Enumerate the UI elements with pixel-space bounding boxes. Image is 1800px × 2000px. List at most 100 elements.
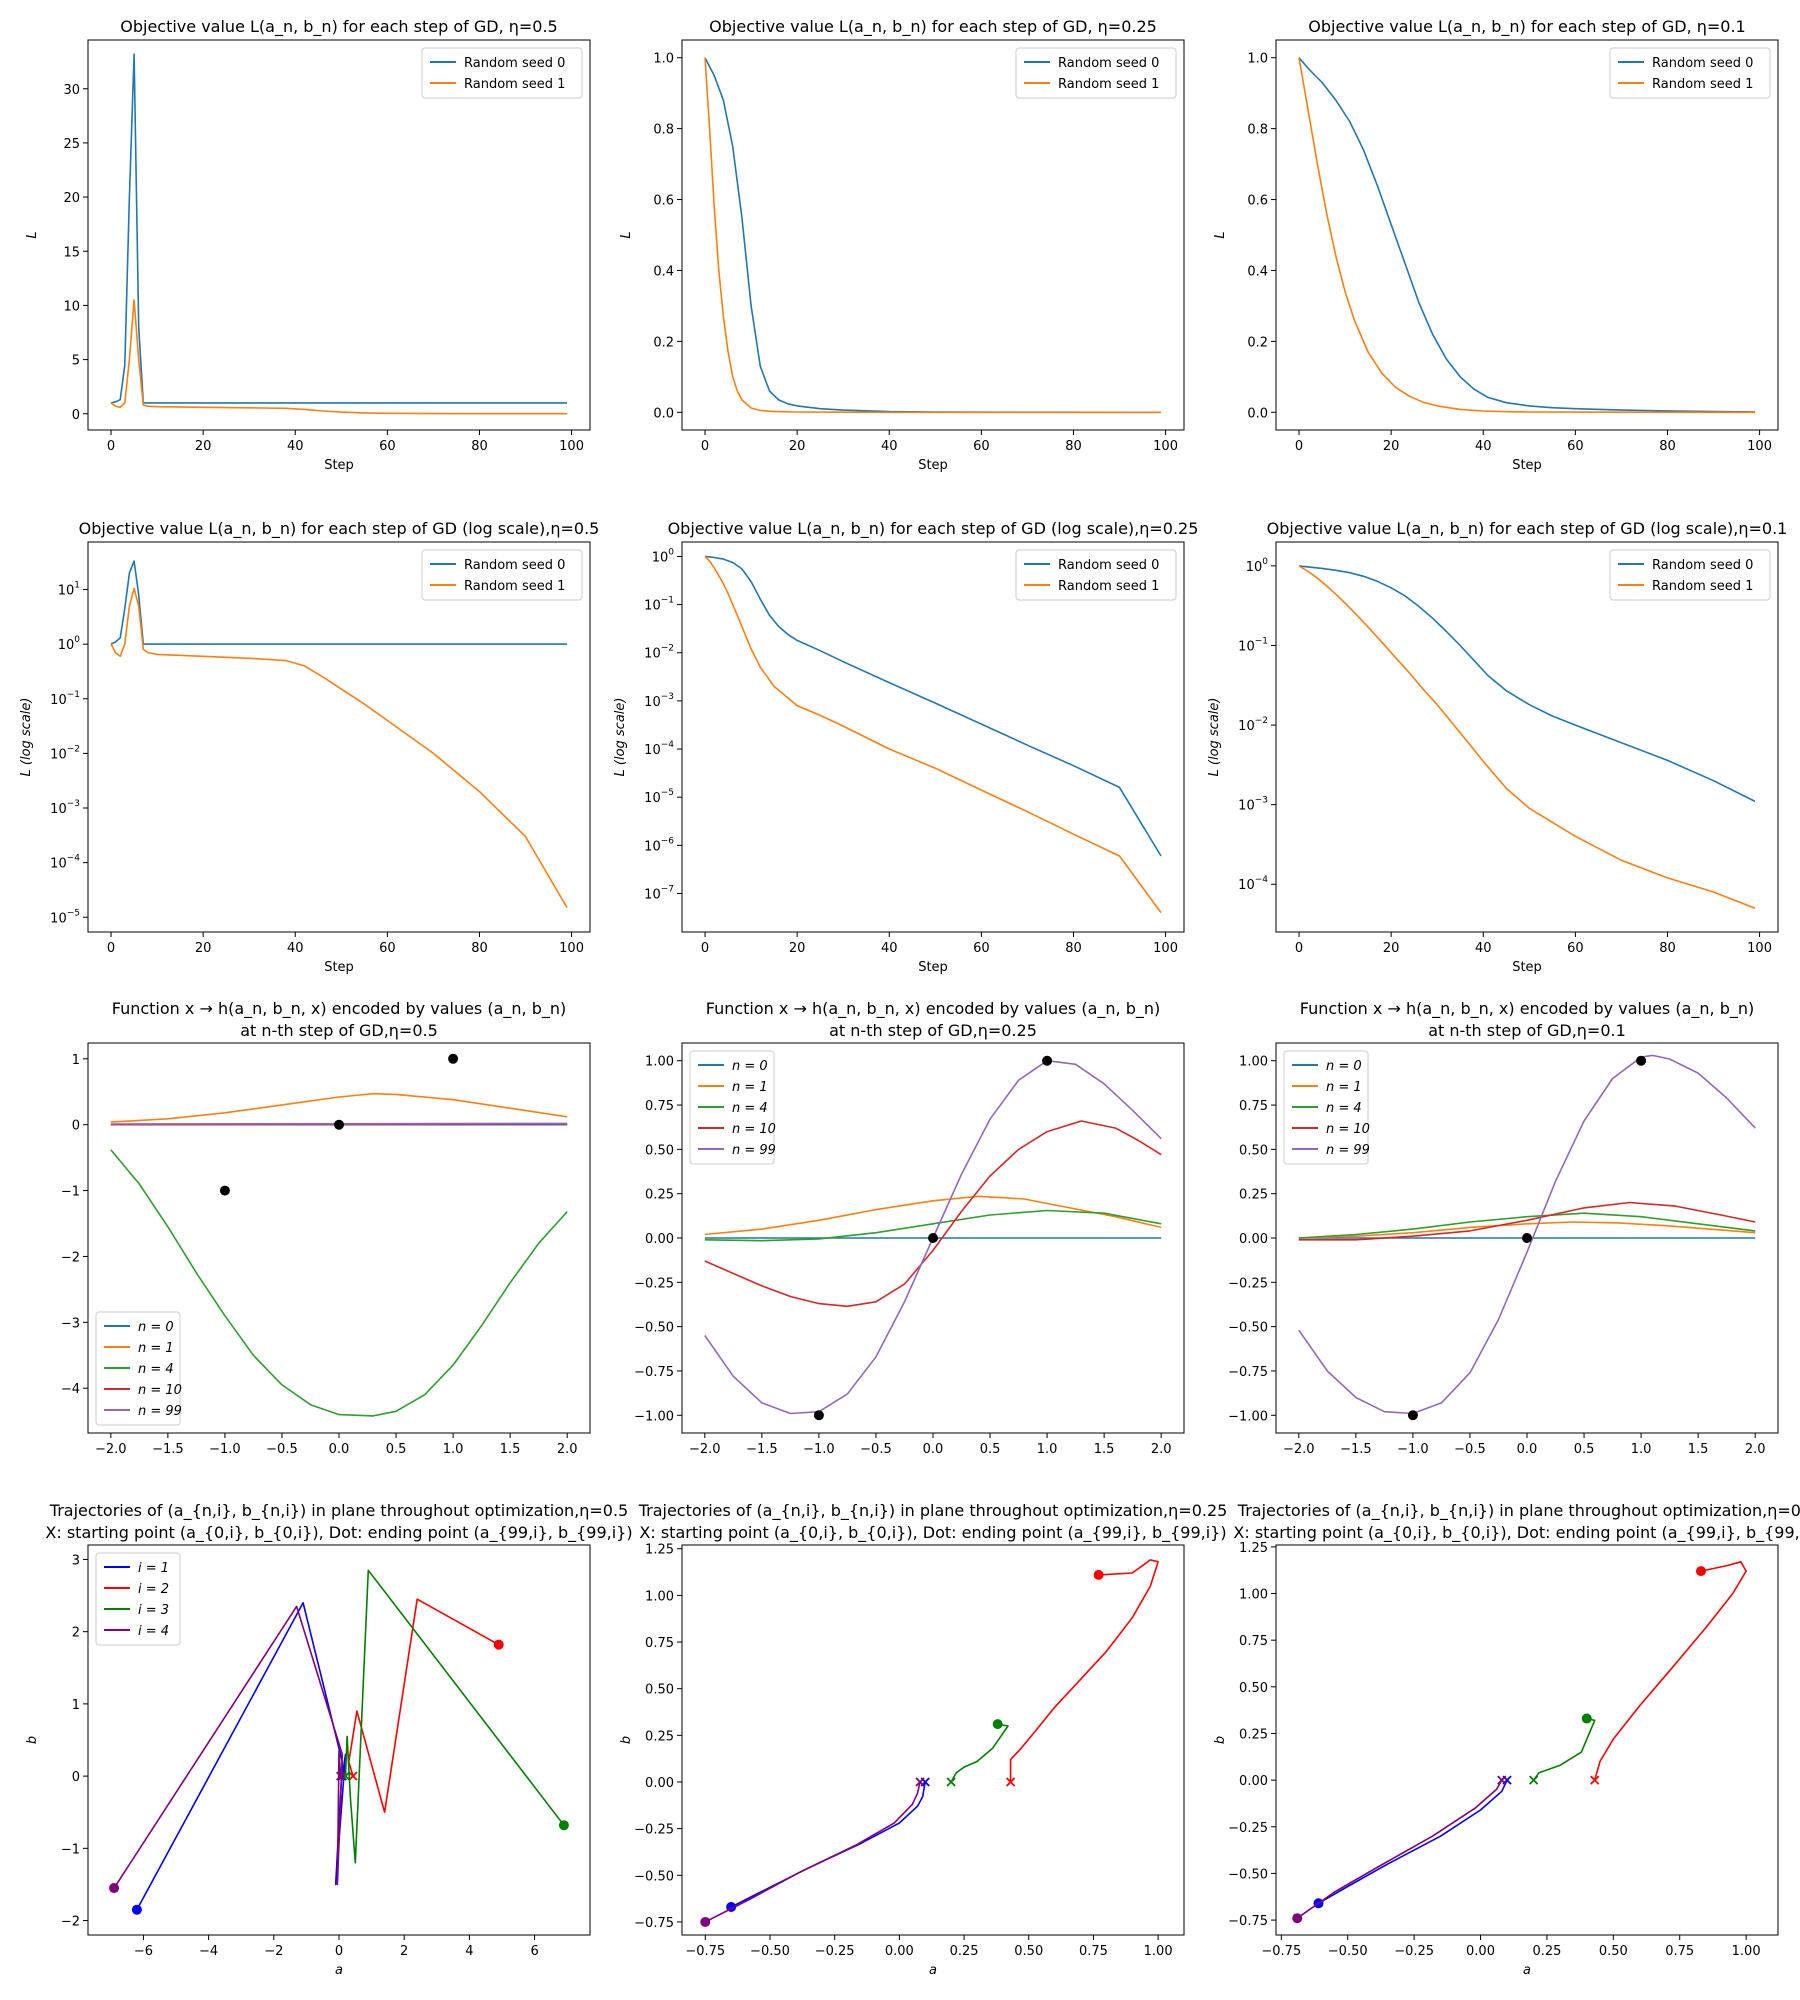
y-tick-label: −4	[61, 1382, 80, 1397]
x-tick-label: 20	[1383, 941, 1400, 956]
x-tick-label: 2.0	[1745, 1442, 1766, 1457]
x-tick-label: 100	[1153, 941, 1178, 956]
y-tick-label: 0.8	[653, 123, 674, 138]
legend-box	[1283, 1050, 1369, 1165]
chart-title: Function x → h(a_n, b_n, x) encoded by v…	[112, 999, 567, 1019]
y-tick-label: 5	[72, 354, 80, 369]
y-tick-label: 10−2	[644, 644, 674, 662]
legend-label: Random seed 0	[1652, 558, 1753, 573]
y-tick-label: 0.75	[1239, 1099, 1268, 1114]
x-tick-label: −0.5	[266, 1442, 298, 1457]
chart-title: Objective value L(a_n, b_n) for each ste…	[1267, 519, 1788, 539]
axes-frame	[87, 39, 591, 431]
chart-panel-5: Objective value L(a_n, b_n) for each ste…	[613, 519, 1198, 975]
chart-panel-1: Objective value L(a_n, b_n) for each ste…	[25, 17, 591, 473]
y-tick-label: 3	[72, 1553, 80, 1568]
x-tick-label: 1.00	[1144, 1944, 1173, 1959]
chart-panel-10: Trajectories of (a_{n,i}, b_{n,i}) in pl…	[25, 1501, 633, 1978]
x-tick-label: 40	[881, 439, 898, 454]
chart-subtitle: at n-th step of GD,η=0.25	[829, 1021, 1037, 1040]
legend: Random seed 0 Random seed 1	[1609, 549, 1771, 601]
x-tick-label: 60	[973, 439, 990, 454]
y-tick-label: 1.00	[1239, 1055, 1268, 1070]
legend-label: i = 3	[138, 1603, 169, 1618]
y-axis-label: b	[619, 1736, 634, 1744]
legend-box	[95, 1311, 181, 1426]
y-tick-label: 10−1	[50, 690, 80, 708]
y-tick-label: 30	[63, 83, 80, 98]
axes-frame	[87, 1544, 591, 1936]
x-tick-label: 60	[379, 941, 396, 956]
legend-label: Random seed 1	[464, 579, 565, 594]
series-line-3	[704, 1209, 1162, 1242]
x-tick-label: 60	[1567, 941, 1584, 956]
chart-title: Trajectories of (a_{n,i}, b_{n,i}) in pl…	[49, 1501, 628, 1521]
y-tick-label: 10−2	[50, 744, 80, 762]
y-tick-label: 0.4	[1247, 264, 1268, 279]
x-tick-label: 2	[400, 1944, 408, 1959]
x-tick-label: −1.0	[1397, 1442, 1429, 1457]
x-tick-label: 0.75	[1665, 1944, 1694, 1959]
series-line-1	[110, 53, 567, 404]
x-tick-label: 100	[1747, 439, 1772, 454]
y-axis-label: L (log scale)	[613, 698, 628, 777]
legend-label: Random seed 1	[1058, 579, 1159, 594]
series-line-1	[704, 57, 1162, 414]
x-tick-label: −2.0	[1283, 1442, 1315, 1457]
axes-frame	[87, 541, 591, 933]
axes-frame	[1275, 1544, 1779, 1936]
data-point	[813, 1410, 824, 1421]
series-line-4	[113, 1605, 344, 1889]
y-tick-label: −2	[61, 1250, 80, 1265]
x-tick-label: 0	[335, 1944, 343, 1959]
x-tick-label: −0.25	[815, 1944, 855, 1959]
legend: n = 0 n = 1 n = 4 n = 10 n = 99	[95, 1311, 182, 1426]
series-line-2	[1593, 1561, 1747, 1781]
x-tick-label: 60	[973, 941, 990, 956]
y-tick-label: 101	[58, 581, 80, 599]
chart-subtitle: X: starting point (a_{0,i}, b_{0,i}), Do…	[1233, 1523, 1800, 1543]
x-tick-label: 0	[107, 439, 115, 454]
y-tick-label: 0.6	[653, 194, 674, 209]
y-tick-label: −1.00	[634, 1409, 674, 1424]
y-tick-label: −0.75	[1228, 1365, 1268, 1380]
y-tick-label: 0.75	[645, 1099, 674, 1114]
x-tick-label: 1.0	[1037, 1442, 1058, 1457]
y-tick-label: 100	[1246, 557, 1269, 575]
y-tick-label: −0.50	[634, 1321, 674, 1336]
legend-label: i = 2	[138, 1582, 169, 1597]
chart-subtitle: at n-th step of GD,η=0.1	[1428, 1021, 1626, 1040]
y-tick-label: 1.00	[1239, 1588, 1268, 1603]
y-tick-label: 0.75	[1239, 1634, 1268, 1649]
series-line-2	[1298, 57, 1756, 414]
series-line-2	[110, 299, 567, 415]
y-tick-label: 0	[72, 1770, 80, 1785]
y-tick-label: 10−4	[644, 740, 674, 758]
y-tick-label: 0.50	[645, 1143, 674, 1158]
chart-panel-12: Trajectories of (a_{n,i}, b_{n,i}) in pl…	[1213, 1501, 1800, 1978]
x-tick-label: 4	[465, 1944, 473, 1959]
x-axis-label: Step	[324, 960, 354, 975]
x-tick-label: 1.0	[443, 1442, 464, 1457]
y-tick-label: −2	[61, 1915, 80, 1930]
axes-frame	[1275, 541, 1779, 933]
chart-subtitle: X: starting point (a_{0,i}, b_{0,i}), Do…	[45, 1523, 632, 1543]
x-tick-label: −2	[264, 1944, 283, 1959]
series-line-5	[1298, 1054, 1756, 1415]
series-line-1	[1298, 565, 1756, 803]
y-tick-label: −0.25	[1228, 1821, 1268, 1836]
y-tick-label: 10−1	[644, 596, 674, 614]
y-tick-label: −0.25	[634, 1276, 674, 1291]
x-tick-label: 0.5	[1574, 1442, 1595, 1457]
start-marker	[348, 1771, 358, 1781]
legend-box	[1609, 47, 1771, 99]
y-tick-label: −1	[61, 1185, 80, 1200]
x-tick-label: −0.75	[685, 1944, 725, 1959]
y-tick-label: −0.25	[1228, 1276, 1268, 1291]
series-line-1	[110, 560, 567, 645]
legend-box	[421, 549, 583, 601]
y-tick-label: 0.2	[653, 335, 674, 350]
legend: Random seed 0 Random seed 1	[421, 47, 583, 99]
legend: i = 1 i = 2 i = 3 i = 4	[95, 1552, 181, 1646]
x-tick-label: −1.0	[803, 1442, 835, 1457]
